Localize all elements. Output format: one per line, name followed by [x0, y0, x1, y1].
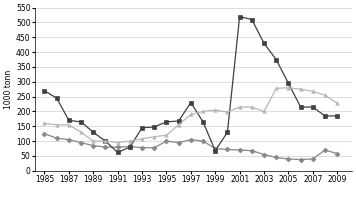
Sei: [54, 124, 59, 126]
Torsk: [201, 140, 205, 143]
Hyse: [79, 121, 83, 123]
Torsk: [323, 149, 327, 151]
Torsk: [286, 158, 290, 160]
Torsk: [237, 149, 242, 151]
Torsk: [164, 140, 169, 143]
Hyse: [177, 120, 181, 122]
Hyse: [201, 121, 205, 123]
Hyse: [323, 115, 327, 117]
Sei: [189, 113, 193, 116]
Y-axis label: 1000 tonn: 1000 tonn: [4, 70, 13, 109]
Hyse: [286, 82, 290, 85]
Sei: [274, 87, 278, 90]
Line: Sei: Sei: [43, 86, 339, 144]
Hyse: [54, 97, 59, 99]
Sei: [91, 140, 95, 143]
Hyse: [42, 89, 47, 92]
Sei: [79, 131, 83, 134]
Torsk: [116, 146, 120, 148]
Sei: [103, 140, 108, 143]
Torsk: [250, 149, 254, 152]
Sei: [177, 124, 181, 126]
Torsk: [152, 146, 156, 149]
Sei: [42, 122, 47, 125]
Sei: [116, 141, 120, 144]
Sei: [225, 111, 230, 113]
Torsk: [335, 152, 339, 155]
Line: Torsk: Torsk: [43, 132, 339, 161]
Hyse: [67, 119, 71, 122]
Hyse: [116, 151, 120, 154]
Torsk: [103, 146, 108, 148]
Hyse: [298, 106, 303, 108]
Sei: [262, 110, 266, 113]
Torsk: [274, 156, 278, 159]
Sei: [128, 140, 132, 143]
Line: Hyse: Hyse: [43, 15, 339, 154]
Hyse: [262, 42, 266, 45]
Torsk: [128, 145, 132, 148]
Torsk: [42, 132, 47, 135]
Torsk: [91, 144, 95, 147]
Hyse: [103, 140, 108, 143]
Torsk: [189, 138, 193, 141]
Hyse: [128, 146, 132, 148]
Hyse: [91, 131, 95, 134]
Hyse: [237, 15, 242, 18]
Sei: [201, 110, 205, 113]
Sei: [152, 135, 156, 138]
Hyse: [311, 106, 315, 108]
Hyse: [213, 149, 218, 152]
Torsk: [311, 158, 315, 160]
Hyse: [250, 18, 254, 21]
Torsk: [298, 158, 303, 161]
Torsk: [67, 138, 71, 141]
Sei: [237, 106, 242, 108]
Sei: [140, 138, 144, 140]
Hyse: [189, 101, 193, 104]
Torsk: [262, 153, 266, 156]
Sei: [298, 88, 303, 91]
Hyse: [225, 131, 230, 134]
Sei: [335, 102, 339, 104]
Sei: [323, 94, 327, 97]
Sei: [164, 134, 169, 136]
Sei: [250, 106, 254, 108]
Torsk: [225, 148, 230, 151]
Sei: [213, 109, 218, 111]
Torsk: [79, 141, 83, 144]
Hyse: [152, 126, 156, 128]
Torsk: [54, 137, 59, 140]
Hyse: [140, 127, 144, 129]
Hyse: [274, 58, 278, 61]
Torsk: [177, 141, 181, 144]
Torsk: [140, 146, 144, 149]
Sei: [67, 124, 71, 126]
Hyse: [335, 115, 339, 117]
Hyse: [164, 121, 169, 123]
Torsk: [213, 147, 218, 150]
Sei: [311, 90, 315, 93]
Sei: [286, 87, 290, 89]
